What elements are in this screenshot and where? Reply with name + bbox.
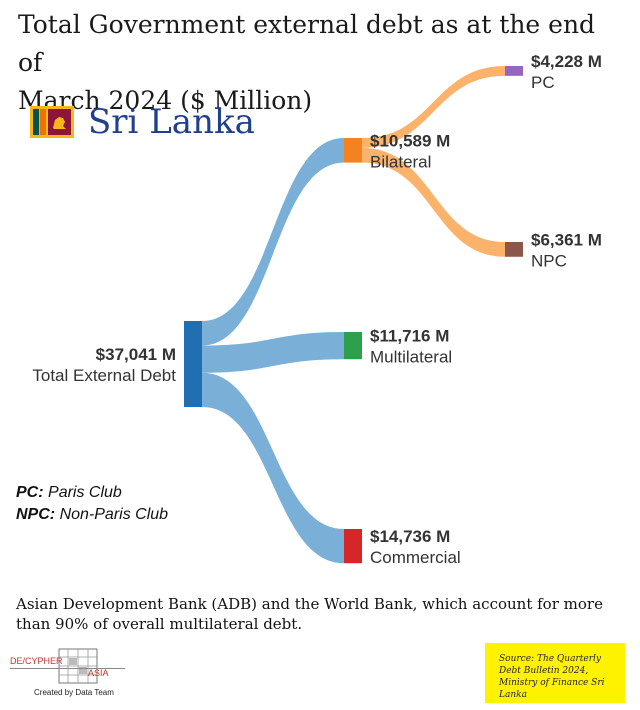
value-label-pc: $4,228 M (531, 52, 602, 71)
pc-value: Paris Club (48, 484, 122, 501)
abbreviation-legend: PC: Paris Club NPC: Non-Paris Club (16, 482, 168, 526)
value-label-commercial: $14,736 M (370, 527, 450, 546)
source-note: Source: The Quarterly Debt Bulletin 2024… (485, 643, 625, 703)
node-total (184, 321, 202, 407)
link-total-to-bilateral (202, 138, 344, 346)
logo-brand-left: DE/CYPHER (10, 656, 63, 666)
link-total-to-multilateral (202, 332, 344, 373)
name-label-bilateral: Bilateral (370, 152, 431, 171)
sankey-nodes (184, 66, 523, 564)
npc-definition: NPC: Non-Paris Club (16, 504, 168, 526)
npc-key: NPC: (16, 506, 56, 523)
sankey-links (202, 66, 505, 564)
title-line-1: Total Government external debt as at the… (18, 10, 596, 77)
link-bilateral-to-pc (362, 66, 505, 148)
name-label-total: Total External Debt (32, 366, 176, 385)
country-heading: Sri Lanka (30, 100, 255, 144)
name-label-multilateral: Multilateral (370, 348, 452, 367)
npc-value: Non-Paris Club (59, 506, 169, 523)
country-name: Sri Lanka (88, 102, 255, 142)
link-bilateral-to-npc (362, 147, 505, 257)
sankey-chart: $37,041 M Total External Debt $10,589 M Bil… (32, 52, 602, 567)
decypher-logo: DE/CYPHER ASIA Created by Data Team (10, 648, 130, 702)
node-multilateral (344, 332, 362, 360)
node-commercial (344, 529, 362, 564)
value-label-npc: $6,361 M (531, 230, 602, 249)
sri-lanka-flag-icon (30, 106, 74, 138)
node-bilateral (344, 138, 362, 163)
pc-key: PC: (16, 484, 44, 501)
logo-grid-icon (58, 648, 98, 684)
value-label-total: $37,041 M (96, 345, 176, 364)
logo-credit: Created by Data Team (34, 688, 114, 697)
name-label-pc: PC (531, 73, 555, 92)
name-label-npc: NPC (531, 251, 567, 270)
chart-title: Total Government external debt as at the… (18, 6, 618, 120)
footnote: Asian Development Bank (ADB) and the Wor… (16, 595, 603, 633)
value-label-bilateral: $10,589 M (370, 131, 450, 150)
name-label-commercial: Commercial (370, 548, 461, 567)
pc-definition: PC: Paris Club (16, 482, 168, 504)
logo-brand-right: ASIA (88, 668, 109, 678)
link-total-to-commercial (202, 372, 344, 564)
node-pc (505, 66, 523, 76)
sankey-labels: $37,041 M Total External Debt $10,589 M Bil… (32, 52, 602, 567)
node-npc (505, 242, 523, 257)
logo-rule (10, 668, 125, 669)
value-label-multilateral: $11,716 M (370, 327, 449, 346)
